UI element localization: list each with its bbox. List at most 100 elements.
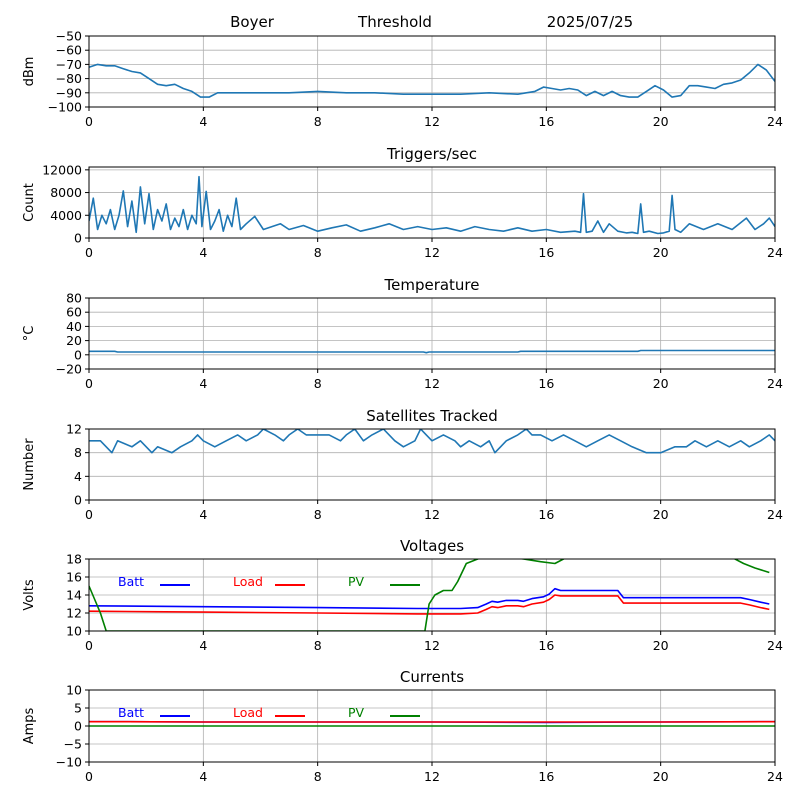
y-tick-label: 80 xyxy=(66,291,82,306)
y-tick-label: 14 xyxy=(66,588,82,603)
x-tick-label: 12 xyxy=(424,638,440,653)
chart-title: Voltages xyxy=(400,537,464,555)
series-line-batt xyxy=(89,587,770,610)
chart-panel-1: dBm 0 4 8 12 16 20 24 −100−90−80−70−60−50 xyxy=(22,29,783,130)
y-tick-label: −60 xyxy=(56,43,82,58)
y-axis-label: dBm xyxy=(22,57,37,87)
y-tick-label: −90 xyxy=(56,85,82,100)
y-tick-label: 60 xyxy=(66,305,82,320)
header-mode: Threshold xyxy=(357,13,432,31)
x-tick-label: 12 xyxy=(424,114,440,129)
y-tick-label: 16 xyxy=(66,570,82,585)
x-tick-label: 8 xyxy=(314,769,322,784)
y-axis-label: Volts xyxy=(22,579,37,611)
x-tick-label: 4 xyxy=(199,245,207,260)
x-tick-label: 4 xyxy=(199,376,207,391)
x-tick-label: 16 xyxy=(538,114,554,129)
x-tick-label: 8 xyxy=(314,245,322,260)
x-tick-label: 8 xyxy=(314,507,322,522)
x-tick-label: 24 xyxy=(767,245,783,260)
y-tick-label: 8 xyxy=(74,445,82,460)
y-tick-label: −5 xyxy=(64,737,82,752)
x-tick-label: 0 xyxy=(85,507,93,522)
x-tick-label: 12 xyxy=(424,245,440,260)
x-tick-label: 12 xyxy=(424,507,440,522)
chart-panel-6: Currents Amps 0 4 8 12 16 20 24 −10 −5 0 5 10 Batt Load… xyxy=(22,668,783,784)
x-tick-label: 8 xyxy=(314,638,322,653)
y-axis-label: Number xyxy=(22,438,37,491)
x-tick-label: 20 xyxy=(653,376,669,391)
x-tick-label: 24 xyxy=(767,638,783,653)
chart-panel-2: Triggers/sec Count 0 4 8 12 16 20 24 0 4000 8000 120… xyxy=(22,145,783,260)
x-tick-label: 8 xyxy=(314,376,322,391)
x-tick-label: 16 xyxy=(538,507,554,522)
x-tick-label: 16 xyxy=(538,245,554,260)
x-tick-label: 0 xyxy=(85,114,93,129)
chart-panel-4: Satellites Tracked Number 0 4 8 12 16 20 24 0 4 8 12 xyxy=(22,407,783,522)
y-tick-label: −80 xyxy=(56,71,82,86)
y-tick-label: 4 xyxy=(74,469,82,484)
chart-panel-5: Voltages Volts 0 4 8 12 16 20 24 10 12 14 16 18 Batt Lo… xyxy=(22,537,783,653)
series-line-series xyxy=(89,175,775,235)
y-tick-label: 12 xyxy=(66,606,82,621)
y-tick-label: 0 xyxy=(74,719,82,734)
y-tick-label: −20 xyxy=(56,362,82,377)
y-tick-label: 40 xyxy=(66,319,82,334)
chart-title: Temperature xyxy=(383,276,479,294)
y-tick-label: 12 xyxy=(66,422,82,437)
x-tick-label: 24 xyxy=(767,769,783,784)
chart-title: Currents xyxy=(400,668,464,686)
y-tick-label: −100 xyxy=(48,100,82,115)
x-tick-label: 20 xyxy=(653,245,669,260)
chart-title: Triggers/sec xyxy=(386,145,477,163)
x-tick-label: 20 xyxy=(653,507,669,522)
x-tick-label: 16 xyxy=(538,376,554,391)
y-tick-label: 4000 xyxy=(50,208,82,223)
series-line-series xyxy=(89,63,775,98)
legend-label-batt: Batt xyxy=(118,705,144,720)
y-tick-label: 0 xyxy=(74,493,82,508)
x-tick-label: 20 xyxy=(653,638,669,653)
x-tick-label: 4 xyxy=(199,507,207,522)
y-tick-label: 10 xyxy=(66,624,82,639)
y-tick-label: −50 xyxy=(56,29,82,44)
x-tick-label: 24 xyxy=(767,507,783,522)
chart-title: Satellites Tracked xyxy=(366,407,497,425)
y-tick-label: 8000 xyxy=(50,185,82,200)
series-line-series xyxy=(89,349,775,354)
x-tick-label: 12 xyxy=(424,376,440,391)
x-tick-label: 24 xyxy=(767,376,783,391)
legend-label-pv: PV xyxy=(348,705,365,720)
y-tick-label: −10 xyxy=(56,755,82,770)
x-tick-label: 0 xyxy=(85,245,93,260)
y-tick-label: 0 xyxy=(74,347,82,362)
x-tick-label: 20 xyxy=(653,769,669,784)
series-line-pv xyxy=(89,559,770,631)
x-tick-label: 0 xyxy=(85,769,93,784)
legend-label-batt: Batt xyxy=(118,574,144,589)
x-tick-label: 4 xyxy=(199,114,207,129)
y-tick-label: 10 xyxy=(66,683,82,698)
x-tick-label: 8 xyxy=(314,114,322,129)
x-tick-label: 4 xyxy=(199,769,207,784)
x-tick-label: 24 xyxy=(767,114,783,129)
x-tick-label: 20 xyxy=(653,114,669,129)
y-tick-label: 12000 xyxy=(42,162,82,177)
header-date: 2025/07/25 xyxy=(547,13,633,31)
y-tick-label: 20 xyxy=(66,333,82,348)
y-axis-label: Amps xyxy=(22,707,37,744)
x-tick-label: 12 xyxy=(424,769,440,784)
y-tick-label: 5 xyxy=(74,701,82,716)
y-axis-label: °C xyxy=(22,326,37,342)
x-tick-label: 0 xyxy=(85,376,93,391)
y-tick-label: 0 xyxy=(74,231,82,246)
legend-label-pv: PV xyxy=(348,574,365,589)
legend-label-load: Load xyxy=(233,705,263,720)
x-tick-label: 16 xyxy=(538,769,554,784)
x-tick-label: 0 xyxy=(85,638,93,653)
legend-label-load: Load xyxy=(233,574,263,589)
y-tick-label: −70 xyxy=(56,57,82,72)
series-line-load xyxy=(89,594,770,615)
